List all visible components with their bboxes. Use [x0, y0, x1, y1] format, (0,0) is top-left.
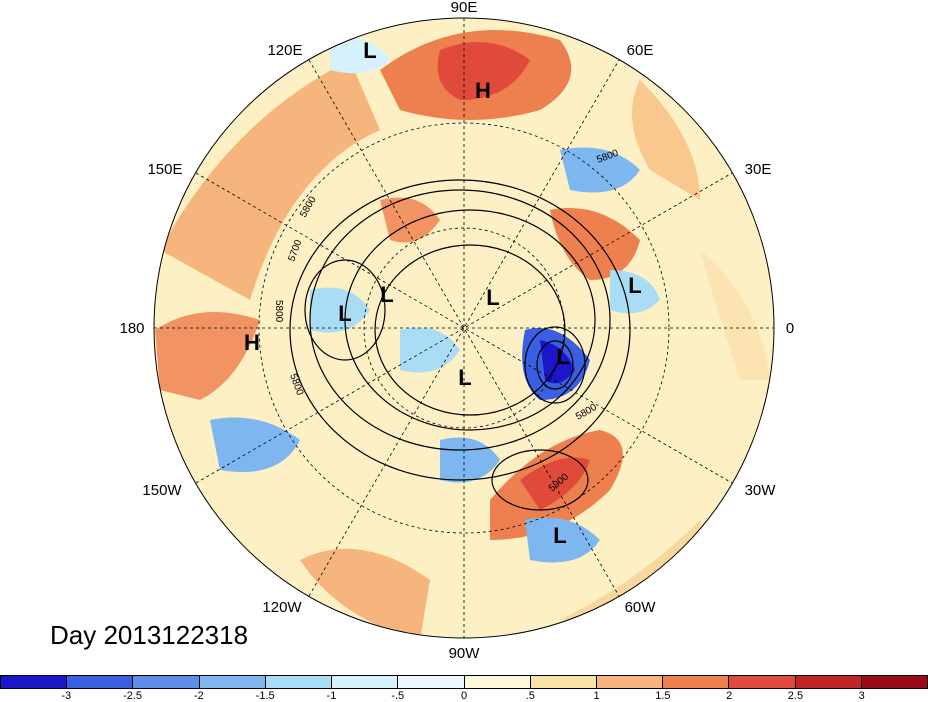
lon-0: 0	[786, 320, 794, 337]
colorbar-tick-label: 2.5	[787, 690, 804, 702]
contour-label: 5800	[273, 300, 284, 323]
colorbar-swatch	[1, 676, 68, 688]
lon-150e: 150E	[147, 161, 182, 178]
pressure-center: L	[363, 38, 376, 63]
map-field	[154, 18, 774, 638]
colorbar-swatch	[265, 676, 333, 688]
colorbar-swatch	[861, 676, 928, 688]
colorbar-tick-label: -2.5	[123, 690, 143, 702]
colorbar-tick-label: -1.5	[255, 690, 275, 702]
lon-180: 180	[119, 320, 144, 337]
colorbar-swatch	[133, 676, 200, 688]
colorbar-swatch	[398, 676, 465, 688]
lon-150w: 150W	[142, 482, 182, 499]
colorbar-tick-label: -.5	[391, 690, 405, 702]
colorbar-swatch	[729, 676, 796, 688]
pressure-center: L	[458, 365, 471, 390]
colorbar-tick-label: 1	[593, 690, 600, 702]
pressure-center: H	[244, 330, 260, 355]
graticule	[154, 18, 774, 638]
lon-60w: 60W	[625, 599, 657, 616]
colorbar-tick-label: -2	[193, 690, 204, 702]
pressure-center: L	[380, 282, 393, 307]
colorbar-swatch	[332, 676, 399, 688]
map-boundary	[153, 17, 775, 639]
lon-90e: 90E	[451, 0, 478, 16]
colorbar: -3 -2.5 -2 -1.5 -1 -.5 0 .5 1 1.5 2 2.5 3	[0, 675, 928, 702]
colorbar-swatch	[199, 676, 266, 688]
pressure-center: H	[475, 78, 491, 103]
pressure-center: L	[486, 285, 499, 310]
lon-90w: 90W	[449, 645, 481, 662]
colorbar-swatch	[795, 676, 862, 688]
colorbar-swatch	[464, 676, 531, 688]
lon-30w: 30W	[745, 482, 777, 499]
pressure-center: L	[338, 301, 351, 326]
colorbar-tick-label: -1	[326, 690, 337, 702]
colorbar-swatch	[596, 676, 664, 688]
colorbar-swatch	[530, 676, 597, 688]
colorbar-tick-label: 1.5	[655, 690, 671, 702]
pressure-center: L	[553, 523, 566, 548]
colorbar-tick-label: .5	[525, 690, 535, 702]
colorbar-tick-label: 0	[460, 690, 468, 702]
colorbar-swatch	[67, 676, 134, 688]
colorbar-tick-label: 2	[726, 690, 733, 702]
colorbar-swatches	[0, 675, 928, 689]
lon-120e: 120E	[267, 42, 302, 59]
colorbar-swatch	[663, 676, 730, 688]
pressure-center: L	[556, 344, 569, 369]
timestamp-label: Day 2013122318	[50, 620, 249, 650]
lon-60e: 60E	[627, 42, 654, 59]
lon-30e: 30E	[745, 161, 772, 178]
pressure-center: L	[628, 273, 641, 298]
colorbar-tick-label: -3	[61, 690, 72, 702]
lon-120w: 120W	[262, 599, 302, 616]
colorbar-tick-label: 3	[858, 690, 865, 702]
